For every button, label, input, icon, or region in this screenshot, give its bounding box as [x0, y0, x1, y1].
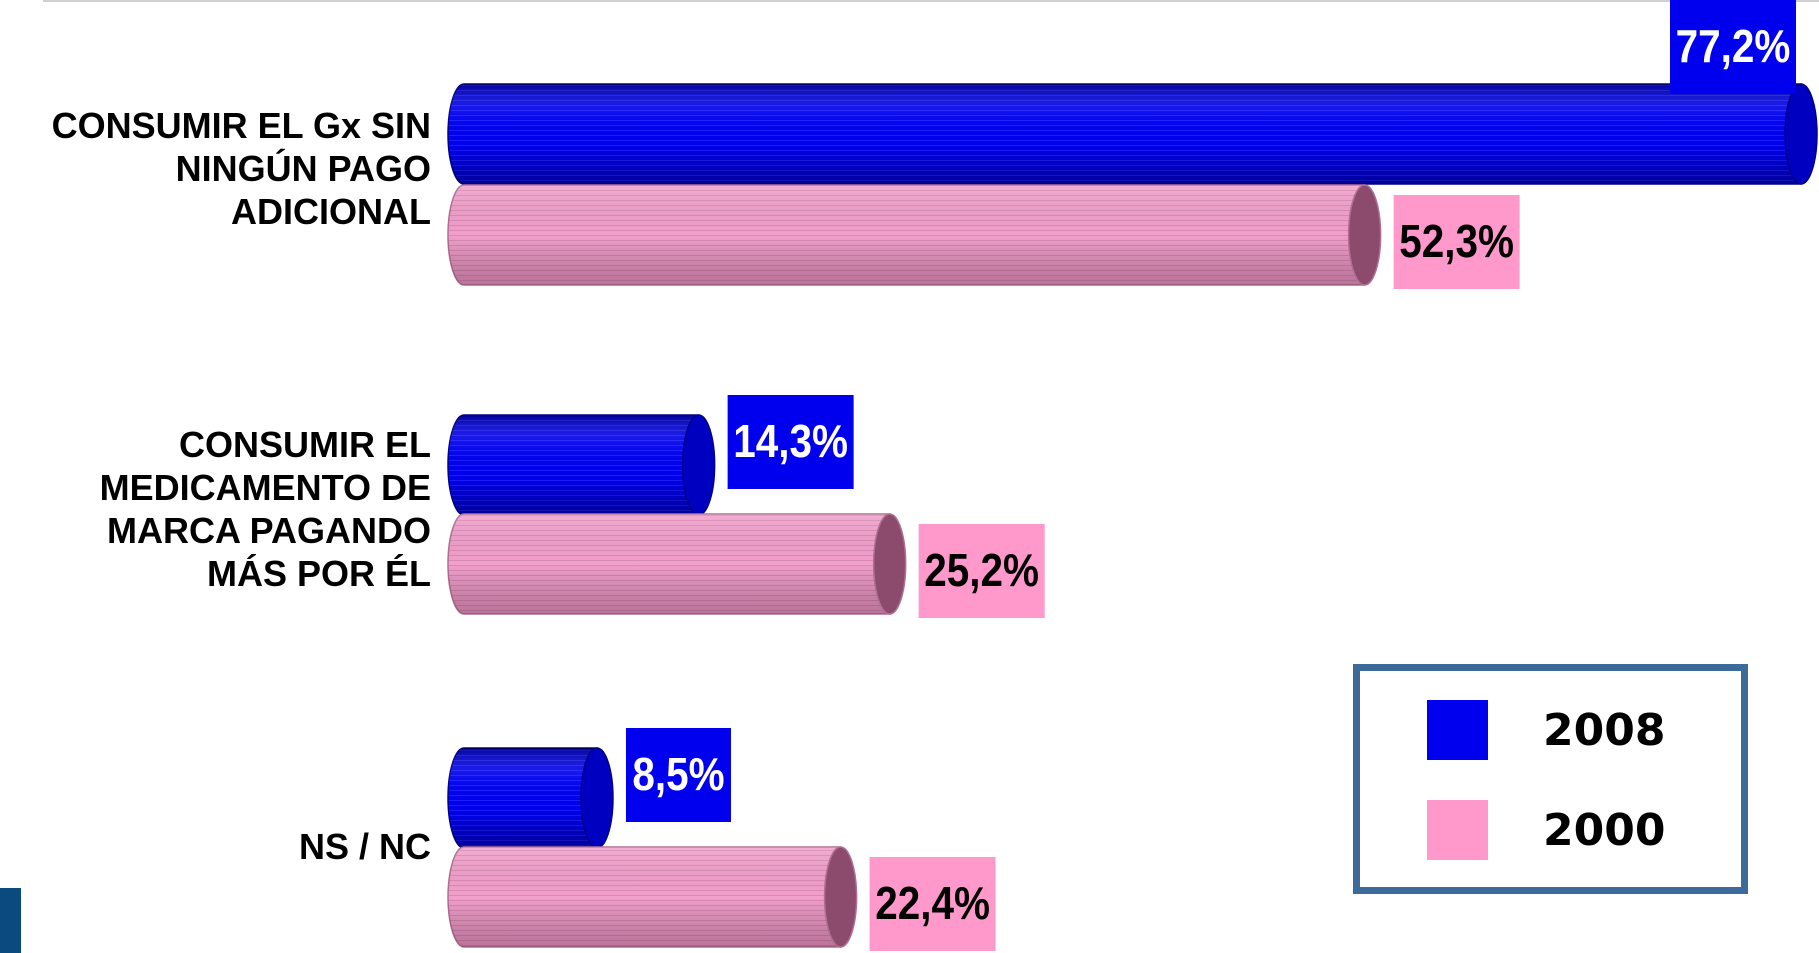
corner-decoration: [0, 888, 21, 953]
legend-swatch-2008: [1427, 700, 1488, 760]
bar-shading: [448, 84, 1802, 184]
category-label-line: MARCA PAGANDO: [107, 510, 431, 551]
bar-shading: [448, 415, 699, 515]
category-label-line: CONSUMIR EL: [179, 424, 431, 465]
category-label-line: NS / NC: [298, 826, 431, 867]
bar-shading: [448, 847, 841, 947]
category-label-line: NINGÚN PAGO: [175, 148, 431, 189]
value-label: 25,2%: [924, 546, 1039, 597]
category-label-line: MÁS POR ÉL: [206, 553, 431, 594]
value-label-box: [1670, 0, 1796, 94]
bar-2000-1: 25,2%: [447, 513, 1045, 618]
category-label-line: MEDICAMENTO DE: [99, 467, 431, 508]
bar-shading: [448, 514, 890, 614]
bar-end-cap: [580, 747, 614, 849]
legend-label-2008: 2008: [1543, 704, 1666, 756]
value-label-box: [727, 395, 854, 489]
bar-end-cap: [1347, 184, 1382, 286]
bar-shading: [448, 748, 597, 848]
value-label: 52,3%: [1399, 217, 1514, 268]
category-label-line: ADICIONAL: [231, 191, 431, 232]
bar-2000-0: 52,3%: [447, 184, 1520, 289]
category-label-0: CONSUMIR EL Gx SIN NINGÚN PAGO ADICIONAL: [11, 104, 431, 233]
value-label-box: [869, 857, 996, 951]
bar-2000-2: 22,4%: [447, 846, 996, 951]
legend-item-2000: 2000: [1427, 800, 1665, 860]
value-label: 14,3%: [733, 417, 848, 468]
category-label-1: CONSUMIR EL MEDICAMENTO DE MARCA PAGANDO…: [11, 423, 431, 595]
legend-swatch-2000: [1427, 800, 1488, 860]
bar-end-cap: [872, 513, 907, 615]
bar-2008-2: 8,5%: [447, 728, 731, 849]
value-label-box: [1393, 195, 1520, 289]
bars-group: 77,2% 52,3% 14,3% 25,2% 8,5% 22,4%: [447, 0, 1818, 951]
category-label-2: NS / NC: [11, 825, 431, 868]
bar-end-cap: [1784, 83, 1818, 185]
value-label-box: [918, 524, 1045, 618]
category-label-line: CONSUMIR EL Gx SIN: [51, 105, 431, 146]
bar-2008-0: 77,2%: [447, 0, 1818, 185]
bar-2008-1: 14,3%: [447, 395, 854, 516]
legend: 2008 2000: [1353, 664, 1748, 894]
value-label: 8,5%: [632, 750, 724, 801]
bar-end-cap: [823, 846, 858, 948]
bar-shading: [448, 185, 1365, 285]
bar-end-cap: [681, 414, 716, 516]
value-label: 77,2%: [1676, 22, 1791, 73]
value-label-box: [625, 728, 731, 822]
value-label: 22,4%: [875, 879, 990, 930]
legend-label-2000: 2000: [1543, 804, 1666, 856]
legend-item-2008: 2008: [1427, 700, 1665, 760]
